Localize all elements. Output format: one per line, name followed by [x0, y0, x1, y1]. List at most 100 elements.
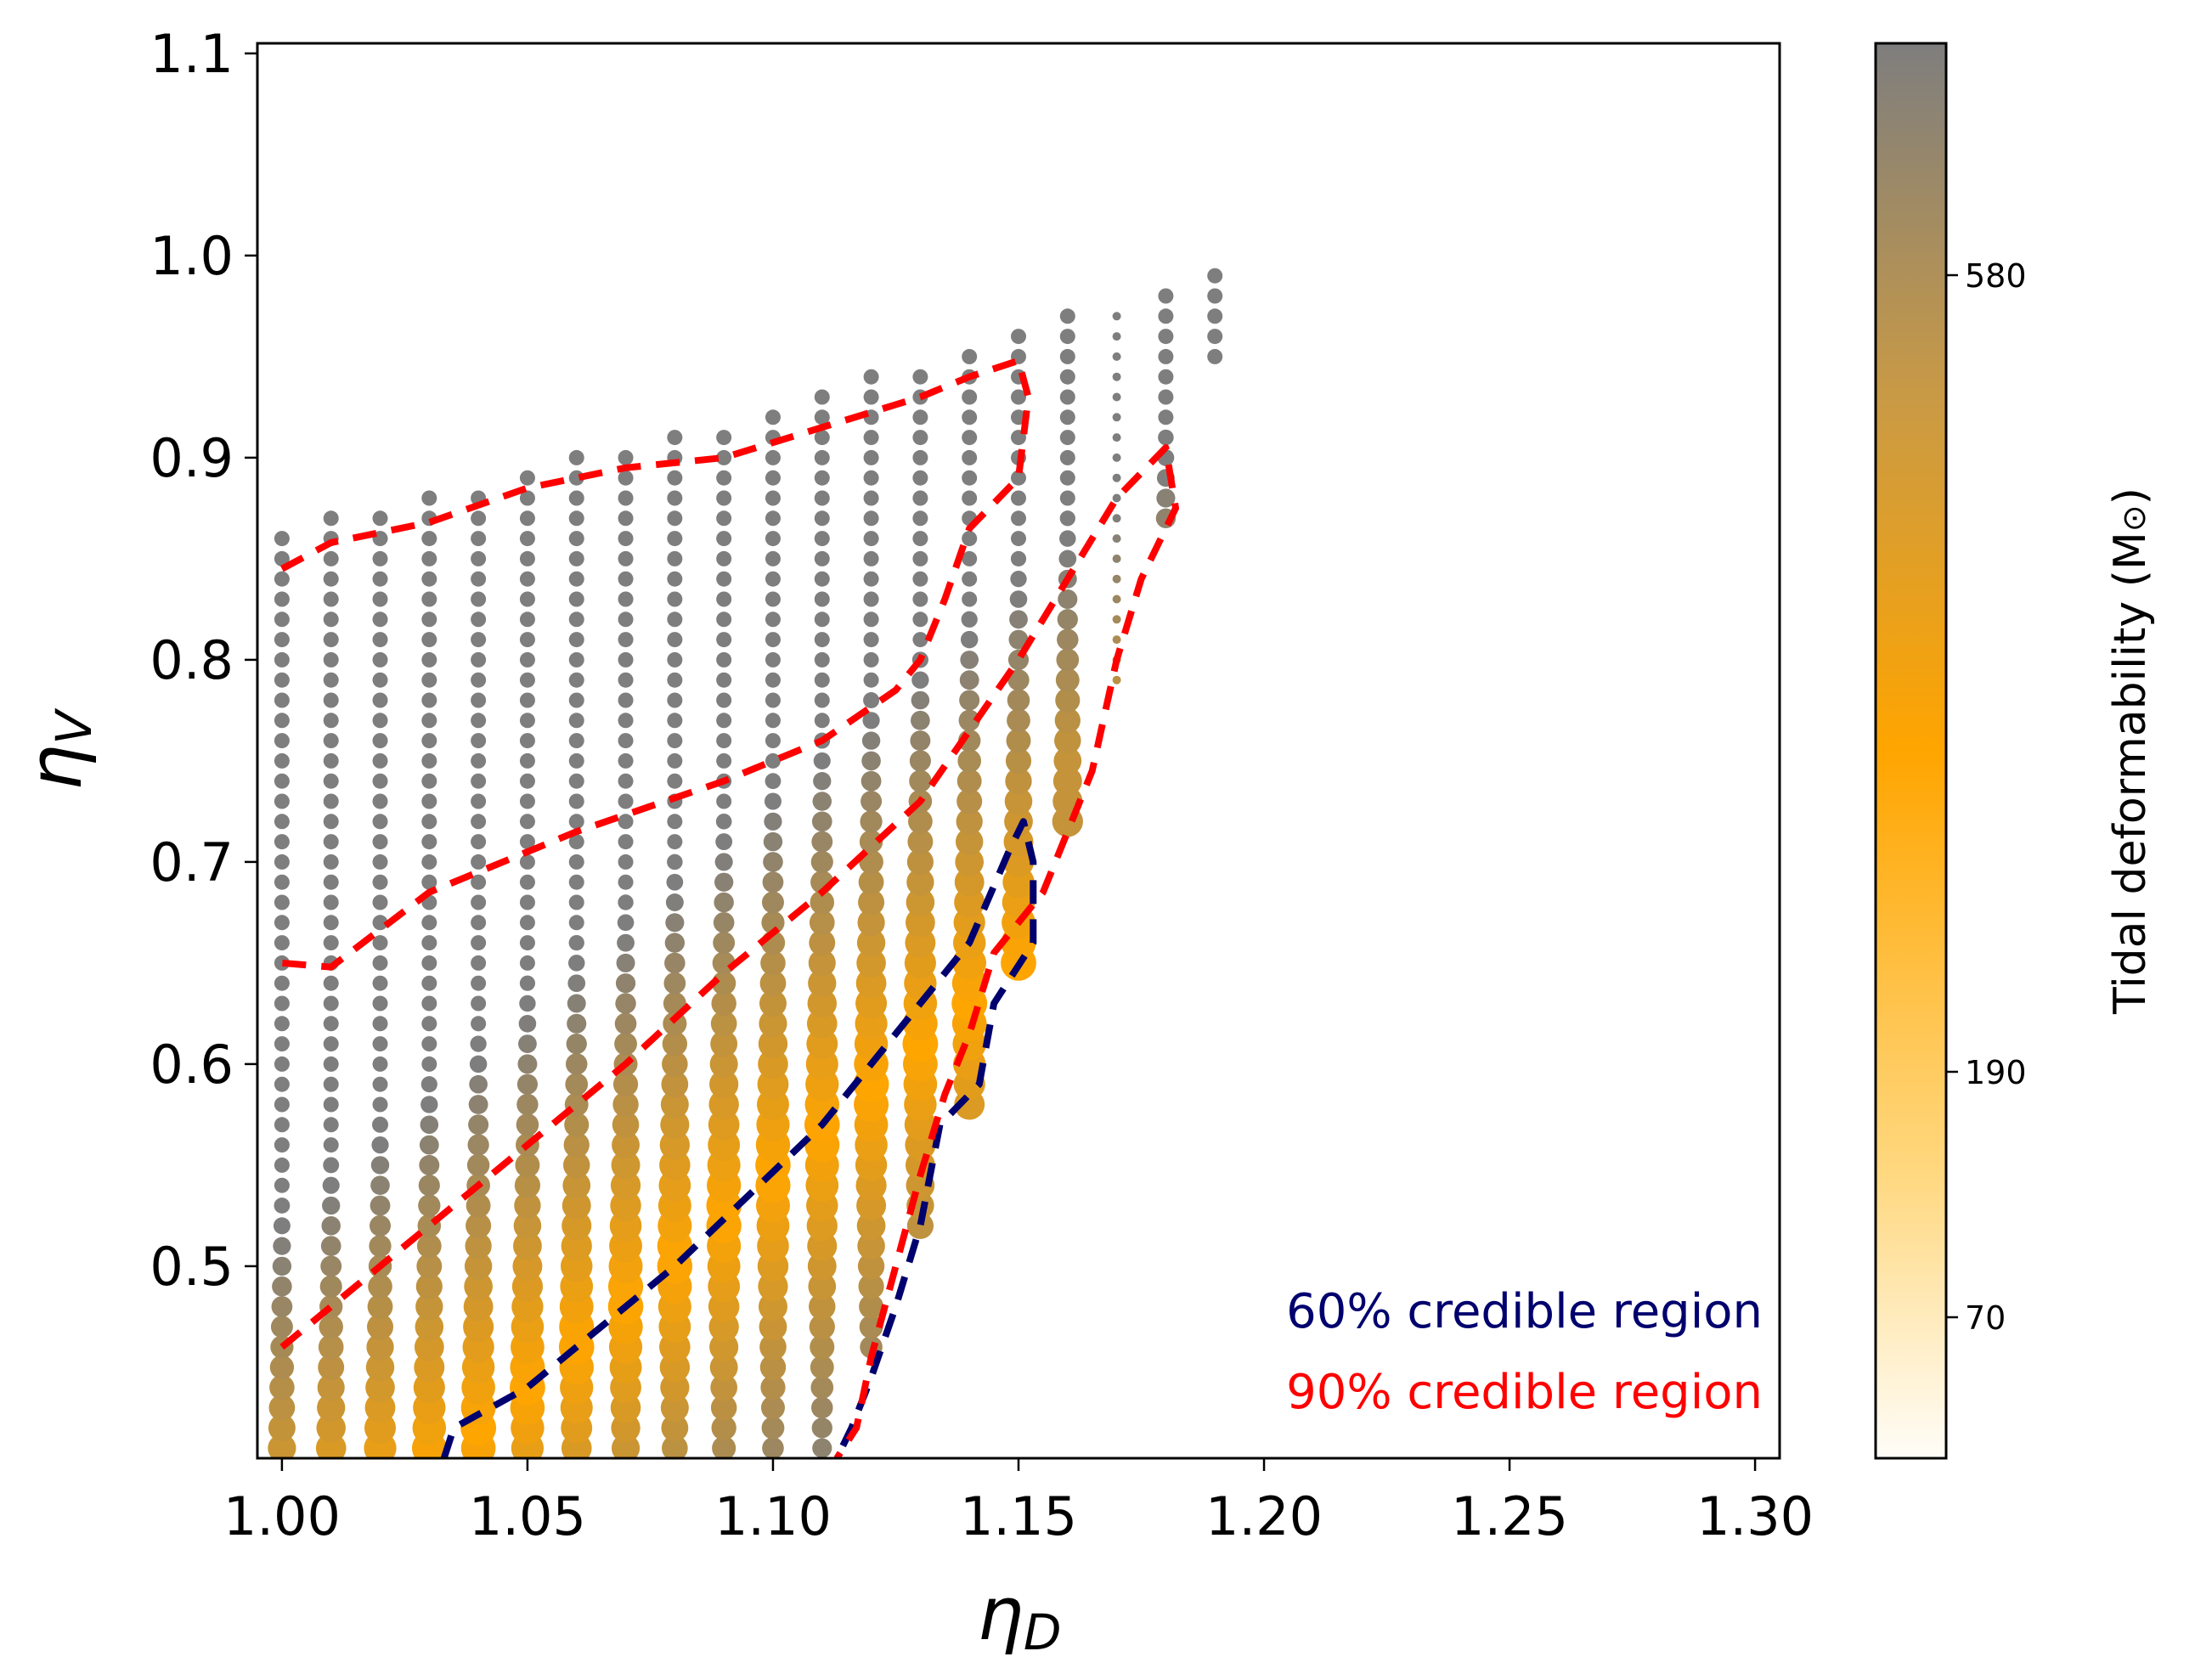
scatter-point [513, 1212, 542, 1240]
scatter-point [466, 1213, 492, 1239]
scatter-point [1059, 490, 1075, 506]
scatter-point [1112, 534, 1121, 544]
scatter-point [808, 949, 836, 977]
scatter-point [370, 1214, 392, 1237]
scatter-point [421, 571, 437, 587]
scatter-point [618, 894, 634, 910]
scatter-point [421, 611, 437, 628]
credible-region-contour [280, 357, 1032, 971]
scatter-point [471, 591, 487, 607]
scatter-point [863, 449, 879, 465]
scatter-point [372, 955, 388, 971]
scatter-point [860, 810, 883, 833]
scatter-point [863, 490, 879, 506]
scatter-point [467, 1134, 489, 1156]
scatter-point [761, 1416, 785, 1440]
scatter-point [618, 874, 634, 890]
scatter-point [1112, 615, 1121, 624]
scatter-point [568, 591, 584, 607]
scatter-point [364, 1392, 396, 1423]
scatter-point [765, 449, 781, 465]
scatter-point [519, 814, 535, 830]
scatter-point [421, 672, 437, 688]
scatter-point [471, 692, 487, 708]
scatter-point [812, 1438, 832, 1458]
scatter-point [1112, 493, 1121, 503]
scatter-point [470, 1035, 487, 1052]
scatter-point [1004, 807, 1033, 837]
scatter-point [323, 733, 339, 749]
scatter-point [1059, 348, 1075, 364]
scatter-point [518, 1015, 537, 1033]
scatter-point [762, 1437, 784, 1458]
scatter-point [421, 773, 437, 789]
scatter-point [667, 510, 683, 527]
scatter-point [1004, 787, 1033, 815]
scatter-point [955, 848, 985, 876]
y-tick-label: 0.9 [150, 427, 234, 489]
scatter-point [471, 672, 487, 688]
scatter-point [519, 713, 535, 729]
scatter-point [660, 1393, 689, 1423]
scatter-point [471, 814, 487, 830]
scatter-point [667, 773, 683, 789]
scatter-point [814, 692, 830, 708]
scatter-point [1156, 488, 1176, 508]
scatter-point [716, 611, 732, 628]
scatter-point [1112, 473, 1121, 482]
scatter-point [667, 632, 683, 648]
scatter-point [365, 1353, 395, 1382]
scatter-point [1059, 409, 1075, 425]
scatter-point [274, 1096, 290, 1113]
scatter-point [372, 591, 388, 607]
scatter-point [568, 773, 584, 789]
scatter-point [323, 1137, 339, 1153]
scatter-point [471, 955, 487, 971]
scatter-point [760, 1375, 786, 1400]
scatter-point [1158, 348, 1174, 364]
scatter-point [565, 1053, 588, 1075]
scatter-point [906, 1212, 934, 1239]
scatter-point [370, 1156, 390, 1175]
scatter-point [618, 550, 634, 566]
scatter-point [862, 712, 880, 730]
scatter-point [568, 915, 584, 931]
scatter-point [372, 713, 388, 729]
scatter-point [856, 928, 886, 957]
scatter-point [758, 1049, 788, 1079]
scatter-point [421, 793, 437, 809]
scatter-point [618, 490, 634, 506]
scatter-point [415, 1312, 444, 1342]
scatter-point [468, 1095, 488, 1114]
scatter-point [910, 730, 931, 752]
scatter-point [618, 692, 634, 708]
scatter-point [323, 793, 339, 809]
scatter-point [519, 632, 535, 648]
scatter-point [962, 430, 978, 446]
scatter-point [270, 1316, 293, 1338]
scatter-point [906, 868, 934, 896]
scatter-point [912, 369, 928, 385]
scatter-point [809, 1314, 835, 1340]
scatter-point [765, 773, 782, 790]
scatter-point [667, 713, 683, 729]
scatter-point [809, 910, 835, 936]
scatter-point [861, 790, 883, 813]
scatter-point [469, 1055, 488, 1073]
scatter-point [861, 770, 882, 792]
scatter-point [372, 1016, 388, 1032]
scatter-point [372, 975, 388, 991]
scatter-point [911, 710, 930, 730]
scatter-point [666, 873, 684, 891]
scatter-point [567, 955, 585, 972]
scatter-point [765, 470, 781, 486]
scatter-point [268, 1434, 296, 1458]
x-axis-ticks: 1.00 1.05 1.10 1.15 1.20 1.25 1.30 [223, 1458, 1814, 1547]
scatter-point [759, 989, 787, 1017]
scatter-point [962, 591, 978, 607]
scatter-point [563, 1131, 590, 1158]
scatter-point [710, 1395, 737, 1421]
scatter-point [909, 750, 931, 772]
scatter-point [519, 531, 535, 547]
scatter-point [962, 409, 978, 425]
